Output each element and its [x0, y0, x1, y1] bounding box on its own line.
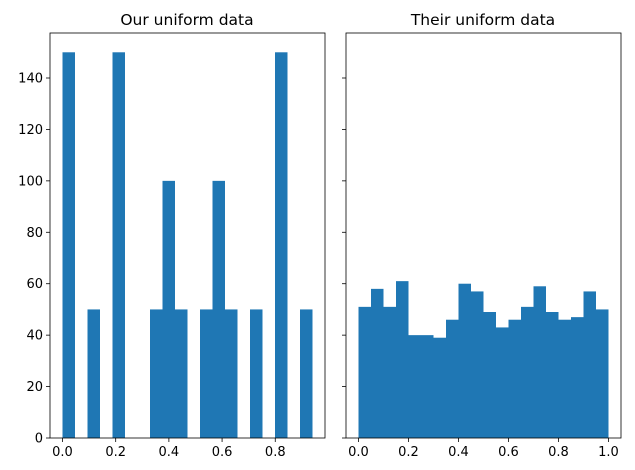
right-bars — [358, 281, 609, 438]
left-x-tick-label: 0.6 — [212, 445, 233, 460]
right-x-tick-label: 0.0 — [348, 445, 369, 460]
left-y-tick-label: 40 — [26, 329, 43, 344]
right-x-tick-label: 0.4 — [448, 445, 469, 460]
left-histogram-panel: 0.0 0.2 0.4 0.6 0.8 0 20 40 60 80 100 120 140 Our uni… — [18, 11, 326, 460]
right-histogram-bar — [371, 288, 384, 438]
left-histogram-bar — [175, 309, 188, 438]
left-y-tick-label: 140 — [18, 72, 43, 87]
right-histogram-bar — [358, 306, 371, 438]
right-histogram-panel: 0.0 0.2 0.4 0.6 0.8 1.0 Their uniform data — [342, 11, 622, 460]
right-histogram-bar — [508, 319, 521, 438]
right-x-tick-label: 0.6 — [498, 445, 519, 460]
left-histogram-bar — [275, 52, 288, 438]
right-histogram-bar — [483, 312, 496, 438]
left-histogram-bar — [112, 52, 125, 438]
left-x-tick-label: 0.0 — [52, 445, 73, 460]
right-histogram-bar — [583, 291, 596, 438]
left-y-tick-label: 60 — [26, 277, 43, 292]
right-x-tick-label: 1.0 — [598, 445, 619, 460]
right-histogram-bar — [433, 337, 446, 438]
right-histogram-bar — [421, 335, 434, 438]
right-histogram-bar — [596, 309, 609, 438]
left-y-tick-label: 80 — [26, 226, 43, 241]
right-histogram-bar — [383, 306, 396, 438]
right-x-tick-label: 0.2 — [398, 445, 419, 460]
left-y-tick-label: 20 — [26, 380, 43, 395]
right-histogram-bar — [446, 319, 459, 438]
left-histogram-bar — [87, 309, 100, 438]
left-x-tick-label: 0.2 — [105, 445, 126, 460]
left-y-tick-label: 120 — [18, 123, 43, 138]
left-histogram-bar — [225, 309, 238, 438]
right-histogram-bar — [571, 317, 584, 438]
right-histogram-bar — [558, 319, 571, 438]
left-histogram-bar — [162, 180, 175, 439]
left-histogram-bar — [250, 309, 263, 438]
left-x-tick-label: 0.4 — [159, 445, 180, 460]
right-axes-frame — [345, 32, 622, 439]
left-histogram-bar — [212, 180, 225, 439]
left-x-tick-label: 0.8 — [265, 445, 286, 460]
right-histogram-bar — [471, 291, 484, 438]
left-y-tick-label: 100 — [18, 174, 43, 189]
right-x-tick-label: 0.8 — [548, 445, 569, 460]
left-y-tick-label: 0 — [35, 432, 43, 447]
right-histogram-bar — [396, 281, 409, 438]
right-histogram-bar — [546, 312, 559, 438]
right-histogram-bar — [458, 283, 471, 438]
left-histogram-bar — [62, 52, 75, 438]
left-panel-title: Our uniform data — [120, 11, 253, 29]
left-histogram-bar — [300, 309, 313, 438]
right-histogram-bar — [496, 327, 509, 438]
left-histogram-bar — [200, 309, 213, 438]
left-axes-frame — [49, 32, 326, 439]
right-panel-title: Their uniform data — [410, 11, 555, 29]
left-histogram-bar — [150, 309, 163, 438]
left-bars — [62, 52, 313, 439]
right-histogram-bar — [408, 335, 421, 438]
right-histogram-bar — [533, 286, 546, 438]
right-histogram-bar — [521, 306, 534, 438]
